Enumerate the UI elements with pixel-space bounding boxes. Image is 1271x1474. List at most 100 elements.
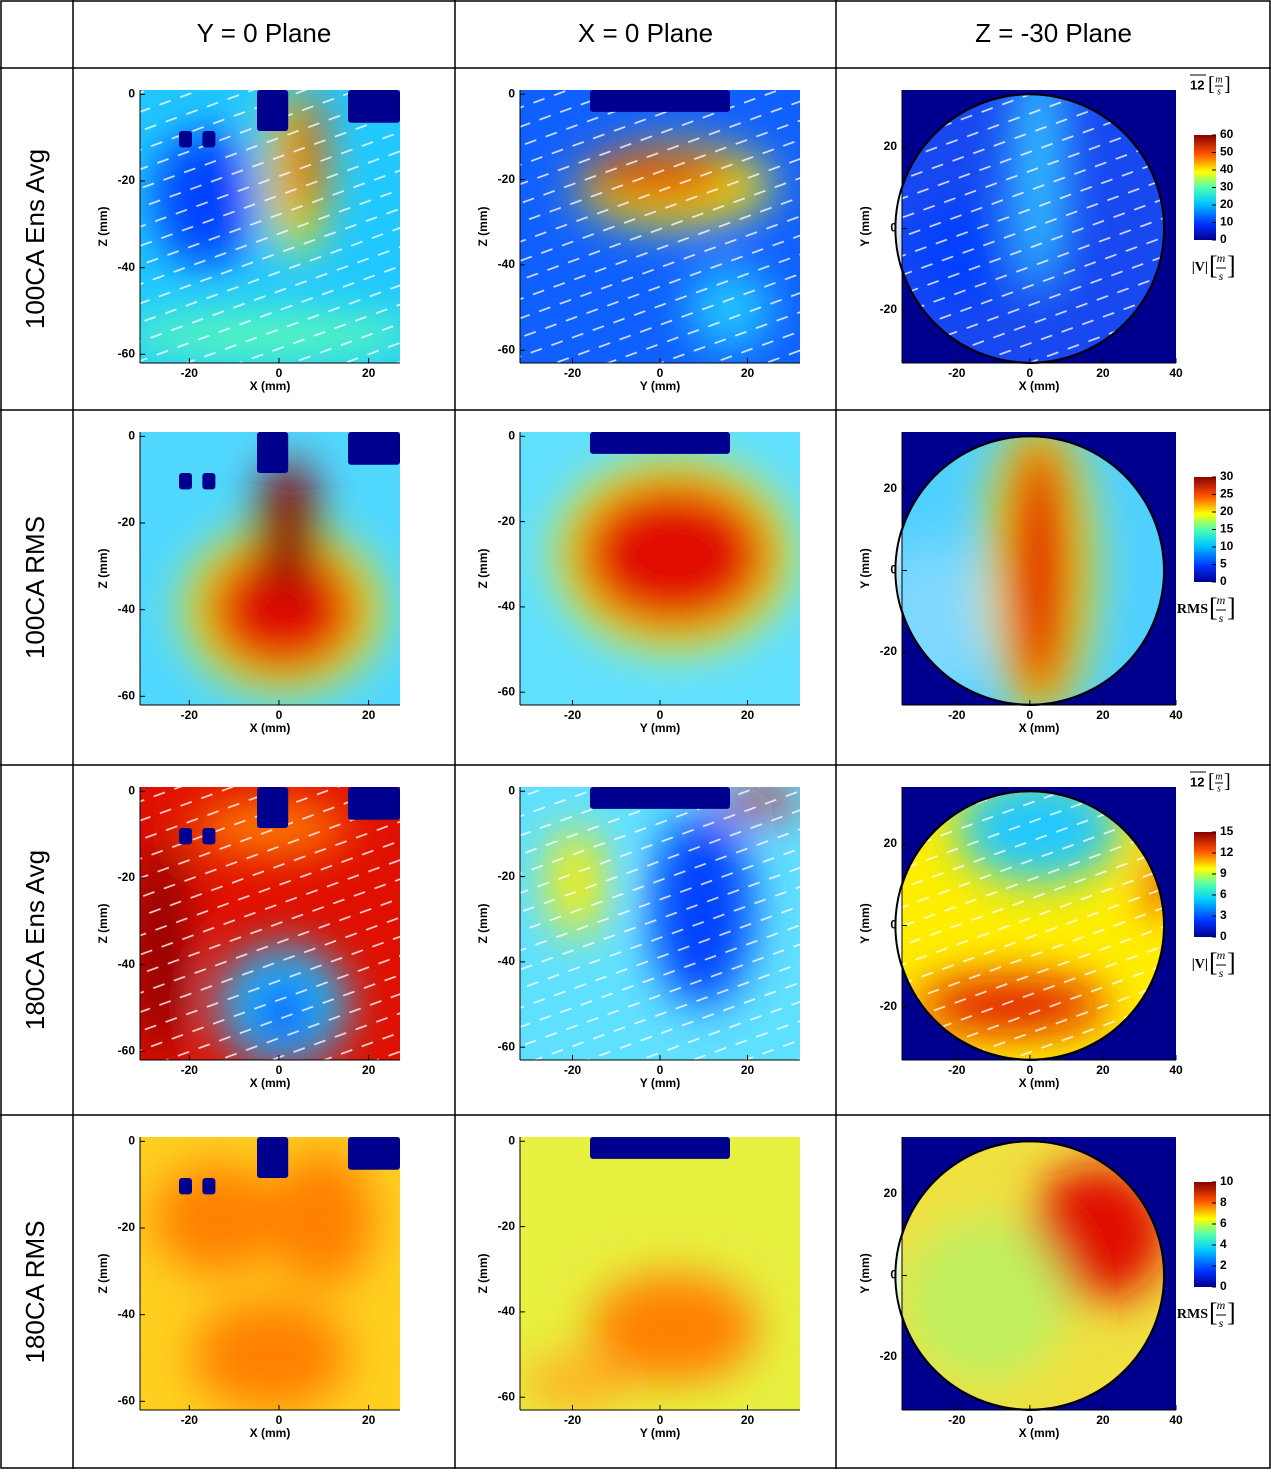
unit-numerator: m [1215,771,1222,782]
y-tick-label: -20 [498,1219,516,1233]
x-axis-label: X (mm) [250,379,291,393]
bracket: [ [1208,771,1215,793]
y-tick-label: -60 [118,1044,136,1058]
colorbar-tick-label: 8 [1220,1195,1227,1209]
colorbar-tick-label: 50 [1220,145,1234,159]
x-tick-label: -20 [948,1063,966,1077]
y-tick-label: 0 [890,563,897,577]
x-tick-label: -20 [564,708,582,722]
vectors [520,787,800,1060]
field-blob [257,459,320,596]
field-blob [1003,437,1075,704]
field [520,787,800,1060]
x-tick-label: 40 [1169,366,1183,380]
colorbar-tick-label: 4 [1220,1237,1227,1251]
colorbar-tick-label: 0 [1220,1279,1227,1293]
y-tick-label: 0 [890,918,897,932]
contour-plot: -20 0 20 0 -20 -40 -60 Y (mm) Z (mm) [476,783,800,1090]
colorbar-tick-label: 30 [1220,469,1234,483]
field-blob [153,1164,283,1274]
x-axis-label: X (mm) [1019,1426,1060,1440]
masked-region [202,1177,216,1195]
contour-plot: -20 0 20 40 20 0 -20 X (mm) Y (mm) 0 2 4 6 8 10 RMS [ms] [858,1137,1236,1440]
y-tick-label: -60 [498,342,516,356]
row-header: 100CA RMS [20,516,50,659]
row-header: 180CA Ens Avg [20,850,50,1030]
field-blobs [184,459,382,692]
x-tick-label: 20 [741,1063,755,1077]
masked-region [257,432,289,473]
bracket: [ [1209,1298,1218,1327]
y-tick-label: 20 [884,836,898,850]
y-tick-label: -20 [118,870,136,884]
y-tick-label: 20 [884,139,898,153]
field-blob [520,1355,632,1410]
contour-plot: -20 0 20 0 -20 -40 -60 X (mm) Z (mm) [96,429,400,735]
bracket: [ [1209,593,1218,622]
x-tick-label: 40 [1169,1413,1183,1427]
colorbar-tick-label: 25 [1220,487,1234,501]
field-blob [576,478,772,632]
x-tick-label: 20 [362,1063,376,1077]
y-tick-label: 0 [508,428,515,442]
x-axis-label: X (mm) [1019,1076,1060,1090]
unit-denominator: s [1217,86,1221,97]
x-tick-label: 20 [362,708,376,722]
colorbar-tick-label: 20 [1220,197,1234,211]
masked-region [257,1137,289,1178]
x-tick-label: 0 [276,1063,283,1077]
x-tick-label: 0 [1027,1063,1034,1077]
x-axis-label: Y (mm) [640,379,680,393]
colorbar-tick-label: 0 [1220,929,1227,943]
x-tick-label: -20 [181,1063,199,1077]
y-tick-label: -20 [880,302,898,316]
colorbar [1194,1182,1216,1287]
colorbar-tick-label: 3 [1220,908,1227,922]
x-axis-label: X (mm) [1019,379,1060,393]
y-axis-label: Z (mm) [476,549,490,589]
y-tick-label: 20 [884,1186,898,1200]
colorbar-tick-label: 2 [1220,1258,1227,1272]
y-axis-label: Z (mm) [476,904,490,944]
contour-plot: -20 0 20 0 -20 -40 -60 X (mm) Z (mm) [96,1134,400,1440]
contour-plot: -20 0 20 0 -20 -40 -60 Y (mm) Z (mm) [476,428,800,735]
x-axis-label: X (mm) [250,1426,291,1440]
y-tick-label: -20 [880,1349,898,1363]
masked-region [179,1177,192,1195]
contour-plot: -20 0 20 0 -20 -40 -60 Y (mm) Z (mm) [476,86,800,393]
y-tick-label: -40 [118,957,136,971]
x-tick-label: 20 [1096,1063,1110,1077]
x-tick-label: -20 [564,366,582,380]
y-tick-label: 0 [508,86,515,100]
y-axis-label: Z (mm) [96,1254,110,1294]
contour-plot: -20 0 20 0 -20 -40 -60 X (mm) Z (mm) [96,784,400,1090]
y-axis-label: Z (mm) [96,904,110,944]
contour-plot: -20 0 20 0 -20 -40 -60 X (mm) Z (mm) [96,87,400,393]
y-tick-label: 0 [890,1268,897,1282]
colorbar-label: |V| [1192,957,1208,972]
y-tick-label: 0 [128,1134,135,1148]
unit-denominator: s [1217,783,1221,794]
field [140,90,400,363]
field [902,1142,1163,1409]
unit-denominator: s [1219,611,1224,625]
x-tick-label: 0 [276,708,283,722]
y-axis-label: Y (mm) [858,206,872,246]
field-blob [192,1300,348,1410]
x-tick-label: 20 [741,1413,755,1427]
bracket: ] [1224,74,1231,96]
column-header: X = 0 Plane [578,18,713,48]
x-tick-label: 20 [1096,366,1110,380]
masked-region [348,787,400,820]
y-axis-label: Y (mm) [858,548,872,588]
x-tick-label: 20 [362,1413,376,1427]
x-tick-label: 20 [741,708,755,722]
y-tick-label: 0 [890,221,897,235]
x-tick-label: 0 [1027,708,1034,722]
y-tick-label: -40 [498,954,516,968]
x-tick-label: -20 [564,1063,582,1077]
x-tick-label: -20 [948,708,966,722]
colorbar-tick-label: 20 [1220,504,1234,518]
